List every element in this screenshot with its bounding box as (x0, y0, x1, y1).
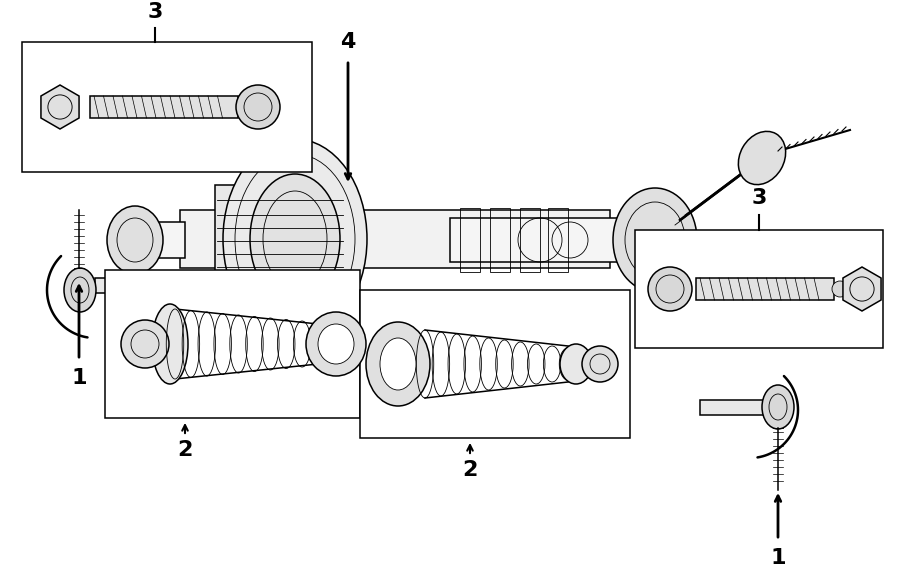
Ellipse shape (738, 131, 786, 185)
Ellipse shape (250, 174, 340, 304)
Text: 3: 3 (752, 188, 767, 208)
Bar (520, 208, 540, 272)
Ellipse shape (560, 344, 592, 384)
Bar (105, 270, 360, 418)
Text: 2: 2 (177, 440, 193, 460)
Bar (215, 185, 345, 295)
Ellipse shape (121, 320, 169, 368)
Bar (180, 210, 610, 268)
Bar (95, 278, 165, 293)
Bar (450, 218, 650, 262)
Text: 1: 1 (770, 548, 786, 568)
Ellipse shape (380, 338, 416, 390)
Ellipse shape (152, 304, 188, 384)
Ellipse shape (762, 385, 794, 429)
Text: 3: 3 (148, 2, 163, 22)
Bar (130, 222, 185, 258)
Bar (360, 290, 630, 438)
Bar (22, 42, 312, 172)
Ellipse shape (832, 281, 848, 297)
Ellipse shape (613, 188, 697, 292)
Ellipse shape (223, 139, 367, 339)
Bar (635, 230, 883, 348)
Text: 2: 2 (463, 460, 478, 480)
Bar (460, 208, 480, 272)
Bar (90, 96, 238, 118)
Ellipse shape (648, 267, 692, 311)
Bar (696, 278, 834, 300)
Bar (548, 208, 568, 272)
Text: 1: 1 (71, 368, 86, 388)
Ellipse shape (64, 268, 96, 312)
Polygon shape (843, 267, 881, 311)
Ellipse shape (318, 324, 354, 364)
Ellipse shape (306, 312, 366, 376)
Polygon shape (40, 85, 79, 129)
Bar (490, 208, 510, 272)
Ellipse shape (582, 346, 618, 382)
Ellipse shape (107, 206, 163, 274)
Ellipse shape (236, 85, 280, 129)
Bar (700, 400, 765, 415)
Text: 4: 4 (340, 32, 356, 52)
Ellipse shape (366, 322, 430, 406)
